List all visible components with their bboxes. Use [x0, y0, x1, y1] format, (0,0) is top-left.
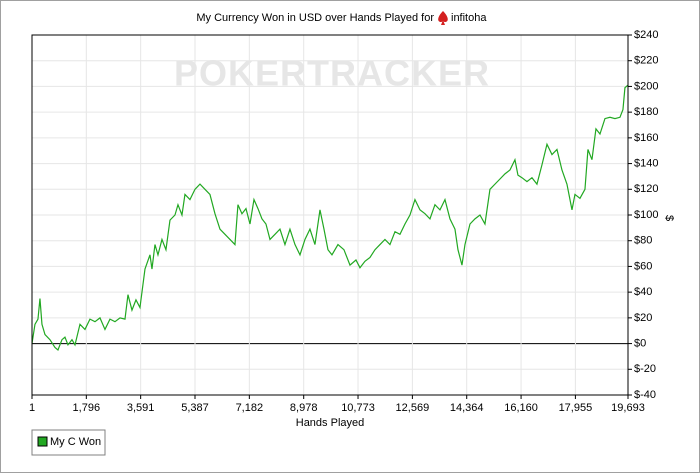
x-tick-label: 3,591 [127, 402, 155, 414]
y-tick-label: $120 [634, 183, 658, 195]
y-tick-label: $140 [634, 157, 658, 169]
y-tick-label: $20 [634, 312, 652, 324]
x-tick-label: 16,160 [504, 402, 538, 414]
x-tick-label: 10,773 [341, 402, 375, 414]
y-tick-label: $-40 [634, 389, 656, 401]
legend-label: My C Won [50, 436, 101, 448]
y-tick-label: $80 [634, 235, 652, 247]
player-icon [438, 11, 448, 25]
x-tick-label: 1 [29, 402, 35, 414]
y-tick-label: $0 [634, 337, 646, 349]
y-tick-label: $220 [634, 55, 658, 67]
y-axis-label: $ [663, 215, 675, 221]
y-tick-label: $180 [634, 106, 658, 118]
x-tick-label: 8,978 [290, 402, 318, 414]
x-tick-label: 7,182 [236, 402, 264, 414]
chart-title: My Currency Won in USD over Hands Played… [196, 12, 434, 24]
y-tick-label: $-20 [634, 363, 656, 375]
x-tick-label: 12,569 [396, 402, 430, 414]
y-tick-label: $60 [634, 260, 652, 272]
x-tick-label: 1,796 [73, 402, 101, 414]
watermark: POKERTRACKER [174, 53, 490, 94]
legend-swatch [37, 436, 48, 447]
y-tick-label: $160 [634, 132, 658, 144]
player-name: infitoha [451, 12, 487, 24]
y-tick-label: $200 [634, 80, 658, 92]
y-tick-label: $40 [634, 286, 652, 298]
x-tick-label: 14,364 [450, 402, 484, 414]
y-tick-label: $100 [634, 209, 658, 221]
y-tick-label: $240 [634, 29, 658, 41]
x-tick-label: 5,387 [181, 402, 209, 414]
x-axis-label: Hands Played [296, 417, 365, 429]
series-line [31, 84, 629, 352]
x-tick-label: 17,955 [559, 402, 593, 414]
x-tick-label: 19,693 [611, 402, 645, 414]
